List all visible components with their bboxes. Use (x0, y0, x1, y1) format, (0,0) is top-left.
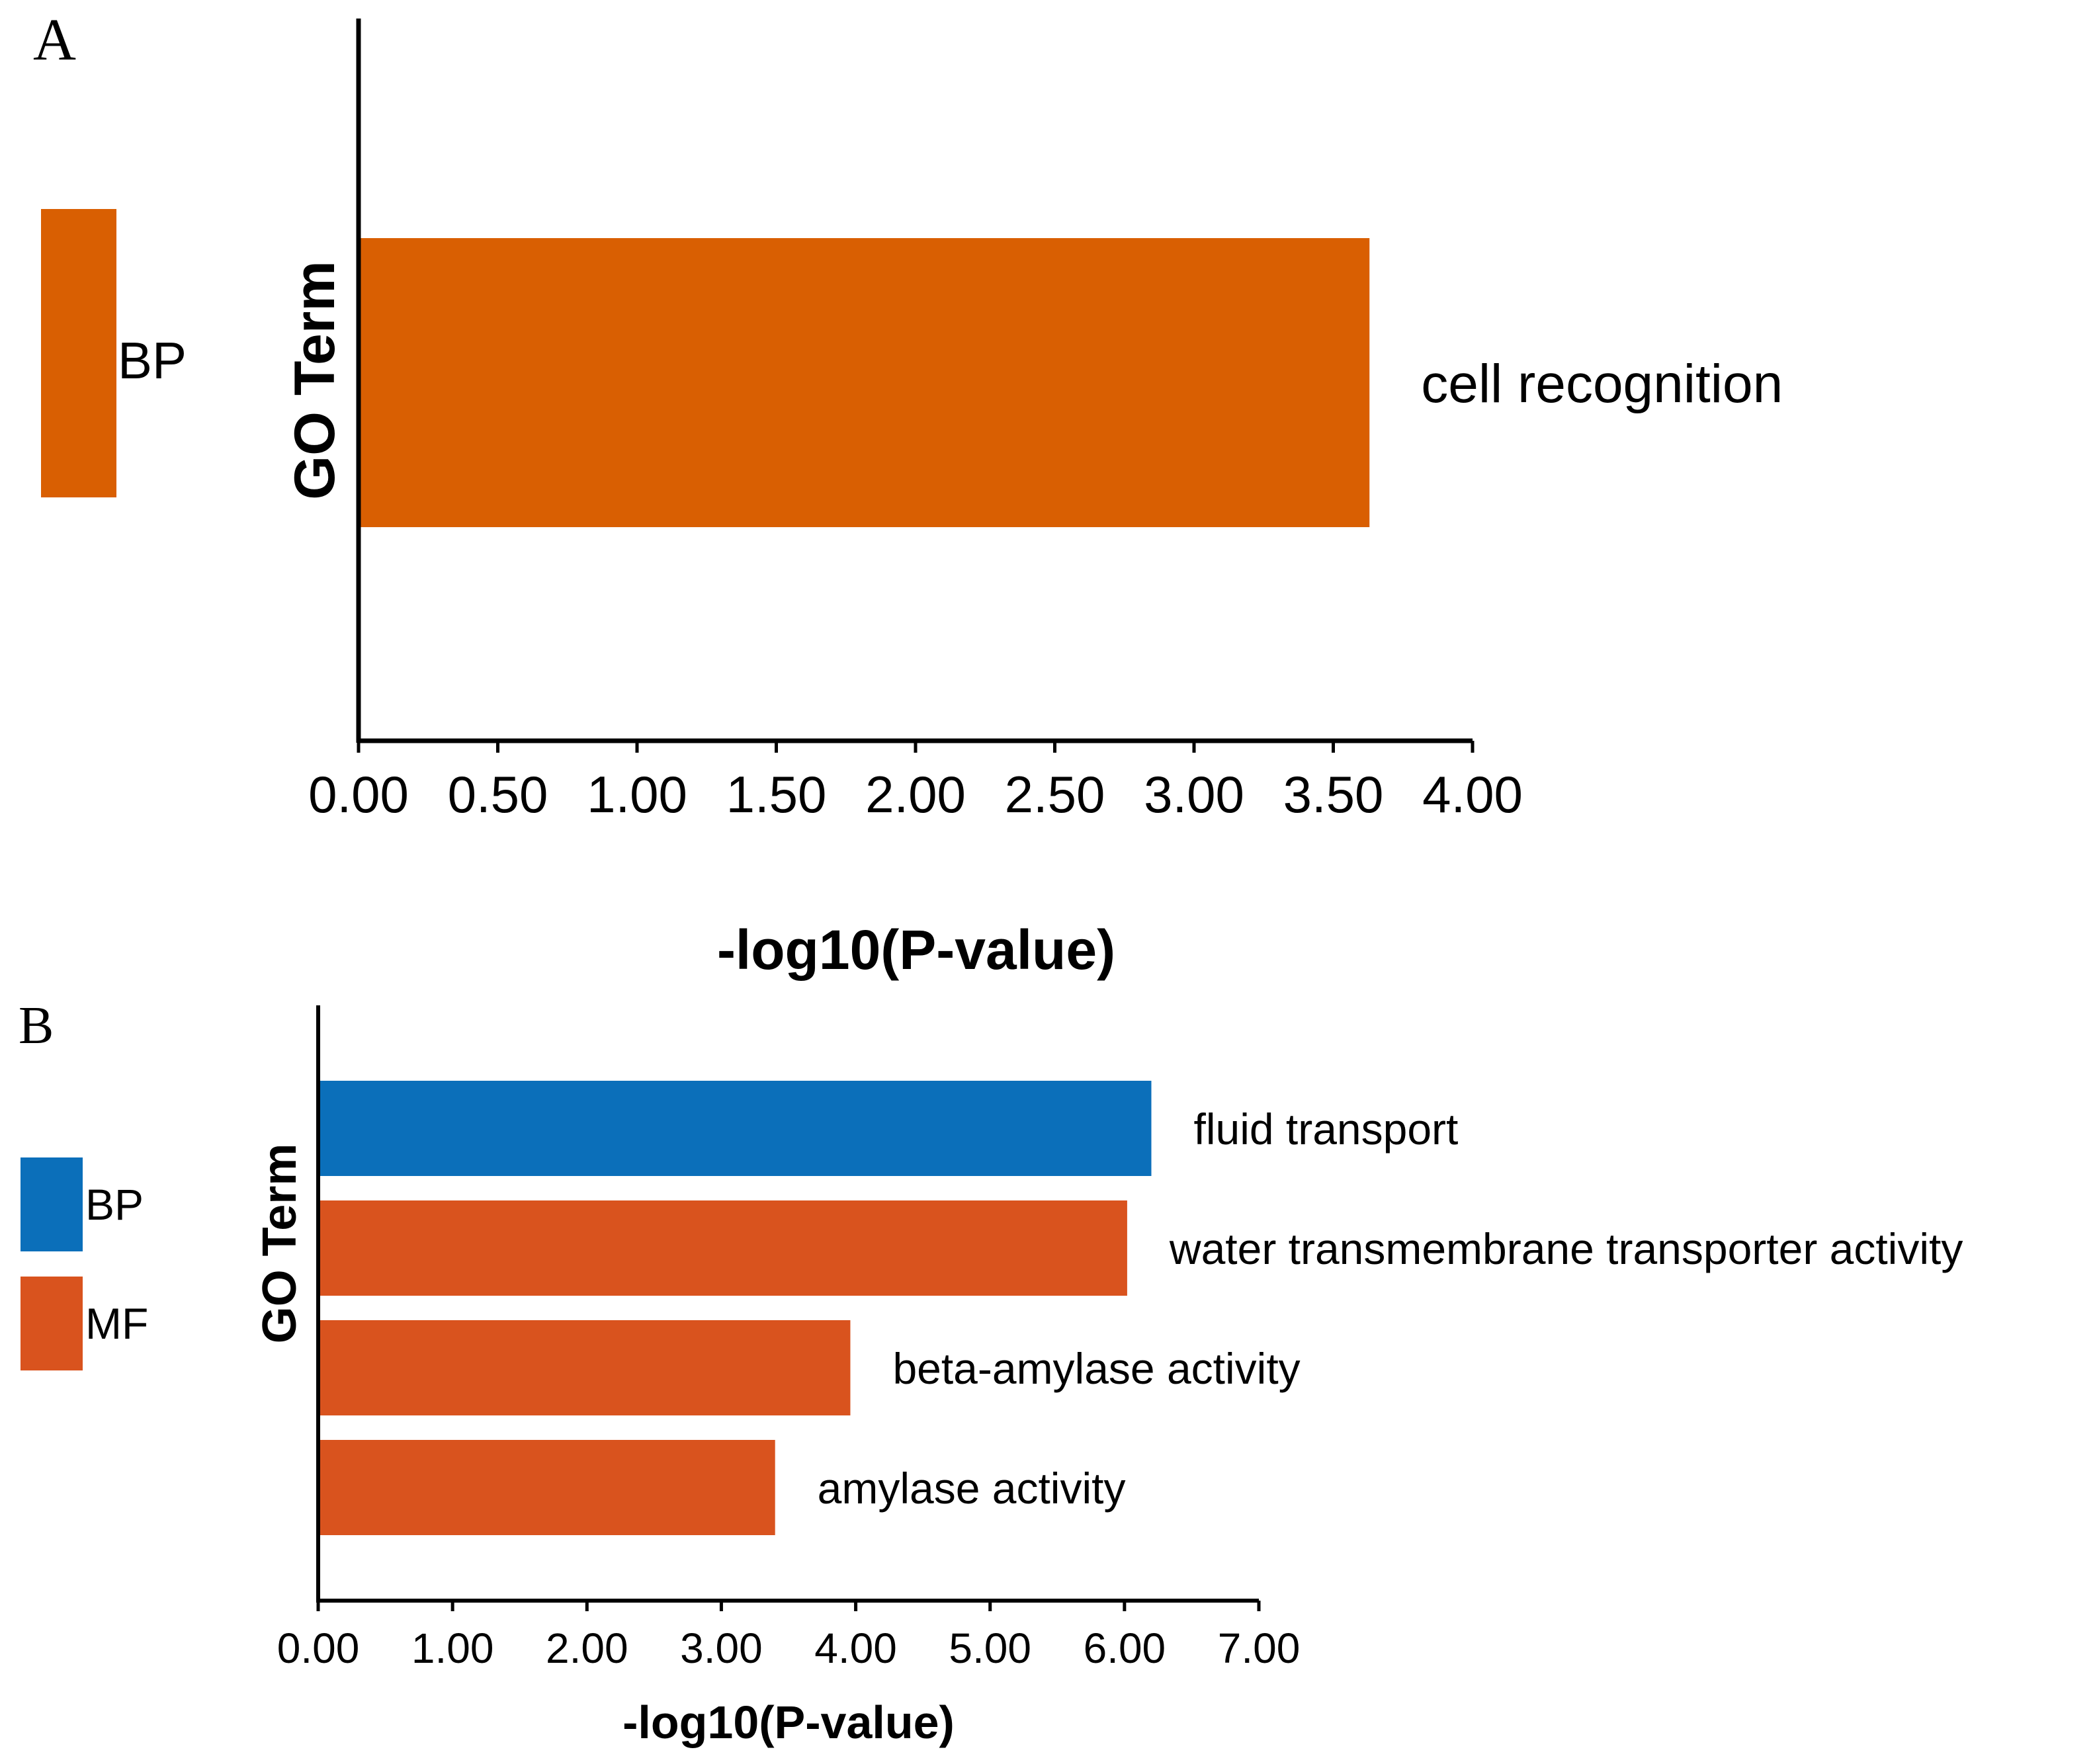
panel-a-bar-labels: cell recognition (1421, 354, 1783, 414)
b-legend-swatch-0 (21, 1157, 83, 1251)
b-legend-swatch-1 (21, 1277, 83, 1370)
b-tick-label-1: 1.00 (411, 1624, 494, 1672)
a-tick-label-3: 1.50 (726, 765, 827, 823)
panel-a-legend: BP (41, 209, 187, 497)
panel-b-x-ticks: 0.00 1.00 2.00 3.00 4.00 5.00 6.00 7.00 (277, 1601, 1301, 1672)
a-legend-swatch-0 (41, 209, 116, 497)
panel-b-bars (318, 1081, 1152, 1535)
b-bar-label-0: fluid transport (1193, 1105, 1458, 1154)
a-legend-label-0: BP (118, 331, 187, 390)
a-tick-label-1: 0.50 (448, 765, 548, 823)
panel-a-y-axis-title: GO Term (283, 261, 347, 500)
b-legend-label-1: MF (85, 1299, 148, 1348)
b-bar-label-3: amylase activity (818, 1464, 1126, 1513)
panel-b-bar-labels: fluid transport water transmembrane trans… (818, 1105, 1963, 1513)
a-tick-label-0: 0.00 (308, 765, 409, 823)
panel-a-x-axis-title: -log10(P-value) (717, 919, 1115, 981)
b-bar-3 (318, 1440, 775, 1535)
a-bar-0 (359, 238, 1370, 527)
b-tick-label-2: 2.00 (546, 1624, 628, 1672)
a-bar-label-0: cell recognition (1421, 354, 1783, 414)
panel-a-bars (359, 238, 1370, 527)
b-tick-label-4: 4.00 (814, 1624, 897, 1672)
b-bar-label-2: beta-amylase activity (892, 1344, 1300, 1393)
b-bar-label-1: water transmembrane transporter activity (1169, 1224, 1963, 1273)
b-bar-1 (318, 1200, 1127, 1296)
a-tick-label-4: 2.00 (865, 765, 966, 823)
b-tick-label-6: 6.00 (1084, 1624, 1166, 1672)
a-tick-label-6: 3.00 (1144, 765, 1244, 823)
b-tick-label-0: 0.00 (277, 1624, 360, 1672)
panel-a-x-ticks: 0.00 0.50 1.00 1.50 2.00 2.50 3.00 3.50 4.00 (308, 741, 1523, 823)
a-tick-label-2: 1.00 (587, 765, 687, 823)
b-tick-label-3: 3.00 (680, 1624, 763, 1672)
panel-a: A BP GO Term cell recognition 0.00 0.50 1.… (33, 7, 1783, 981)
panel-b-y-axis-title: GO Term (253, 1144, 306, 1344)
b-bar-2 (318, 1320, 851, 1415)
panel-b-x-axis-title: -log10(P-value) (622, 1697, 955, 1748)
a-tick-label-5: 2.50 (1005, 765, 1105, 823)
panel-a-label: A (33, 7, 76, 73)
b-bar-0 (318, 1081, 1152, 1176)
panel-b-label: B (19, 997, 54, 1055)
panel-b: B BP MF GO Term fluid transport water tran… (19, 997, 1963, 1748)
a-tick-label-8: 4.00 (1422, 765, 1523, 823)
b-tick-label-5: 5.00 (949, 1624, 1031, 1672)
panel-b-legend: BP MF (21, 1157, 148, 1370)
b-tick-label-7: 7.00 (1218, 1624, 1301, 1672)
b-legend-label-0: BP (85, 1180, 144, 1229)
a-tick-label-7: 3.50 (1283, 765, 1384, 823)
